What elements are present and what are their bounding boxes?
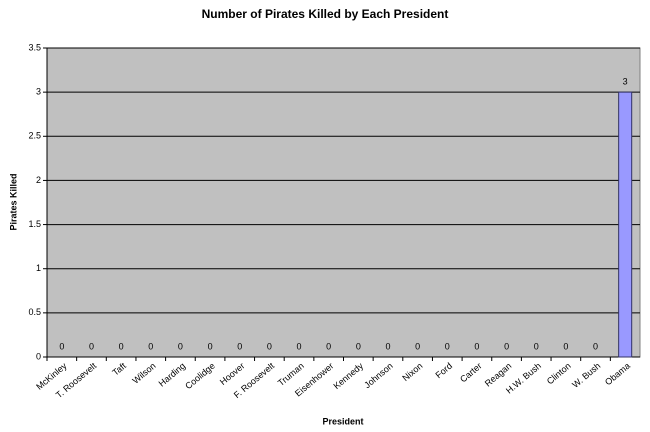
y-tick-label: 1: [36, 263, 41, 273]
bar: [618, 91, 633, 358]
x-tick-label: Coolidge: [183, 361, 217, 391]
x-axis-title: President: [322, 416, 363, 426]
data-label: 0: [119, 341, 124, 351]
data-label: 0: [385, 341, 390, 351]
x-tick-label: Ford: [433, 361, 454, 381]
y-tick-label: 0: [36, 351, 41, 361]
y-tick-label: 3.5: [28, 42, 41, 52]
data-label: 0: [356, 341, 361, 351]
y-axis-title: Pirates Killed: [8, 173, 18, 230]
x-tick-label: Obama: [603, 361, 632, 388]
chart-title: Number of Pirates Killed by Each Preside…: [202, 7, 449, 21]
x-tick-label: W. Bush: [570, 361, 602, 390]
data-label: 0: [504, 341, 509, 351]
y-tick-label: 0.5: [28, 307, 41, 317]
data-label: 3: [623, 77, 628, 87]
data-label: 0: [326, 341, 331, 351]
x-tick-label: Carter: [458, 361, 484, 385]
data-label: 0: [178, 341, 183, 351]
data-label: 0: [208, 341, 213, 351]
data-label: 0: [297, 341, 302, 351]
data-label: 0: [148, 341, 153, 351]
y-tick-label: 2: [36, 175, 41, 185]
x-tick-label: Kennedy: [331, 360, 365, 391]
data-label: 0: [89, 341, 94, 351]
data-label: 0: [445, 341, 450, 351]
data-label: 0: [267, 341, 272, 351]
x-tick-label: Johnson: [362, 361, 394, 391]
data-label: 0: [563, 341, 568, 351]
data-label: 0: [237, 341, 242, 351]
data-label: 0: [474, 341, 479, 351]
x-tick-label: Wilson: [130, 361, 157, 386]
y-tick-label: 1.5: [28, 219, 41, 229]
data-label: 0: [59, 341, 64, 351]
data-label: 0: [593, 341, 598, 351]
data-label: 0: [534, 341, 539, 351]
y-tick-label: 2.5: [28, 131, 41, 141]
x-tick-label: Clinton: [545, 361, 573, 387]
x-tick-label: Taft: [110, 360, 128, 377]
plot-area: [46, 47, 641, 358]
data-label: 0: [415, 341, 420, 351]
x-tick-label: Nixon: [400, 361, 424, 383]
y-tick-label: 3: [36, 87, 41, 97]
x-tick-label: Harding: [157, 361, 188, 389]
